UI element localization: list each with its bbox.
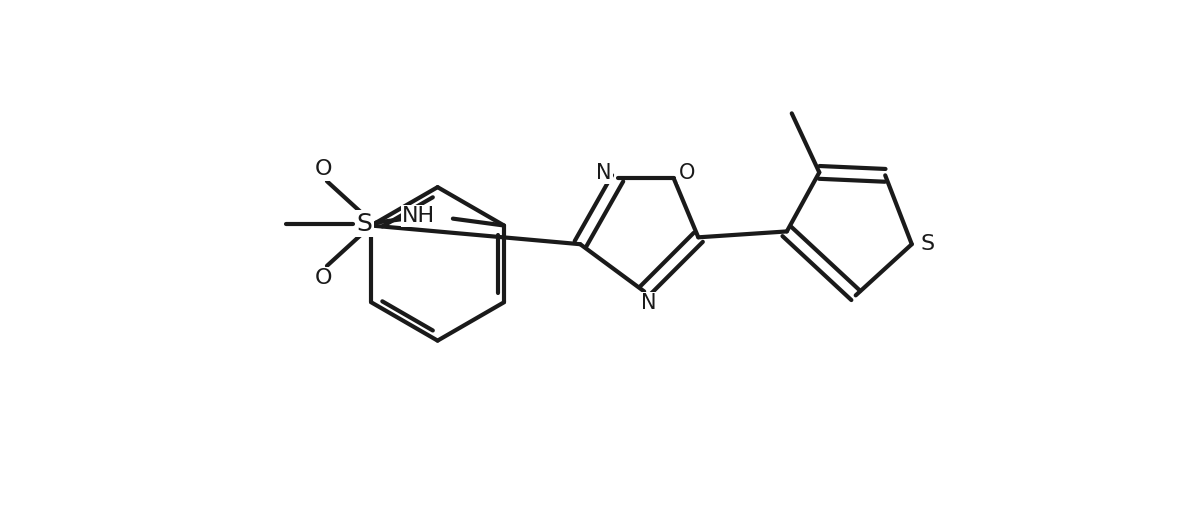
Text: N: N [596, 163, 612, 183]
Text: N: N [641, 293, 657, 313]
Text: NH: NH [402, 206, 436, 226]
Text: S: S [920, 234, 934, 254]
Text: S: S [357, 212, 372, 235]
Text: O: O [314, 268, 332, 288]
Text: O: O [679, 163, 696, 183]
Text: O: O [314, 159, 332, 179]
